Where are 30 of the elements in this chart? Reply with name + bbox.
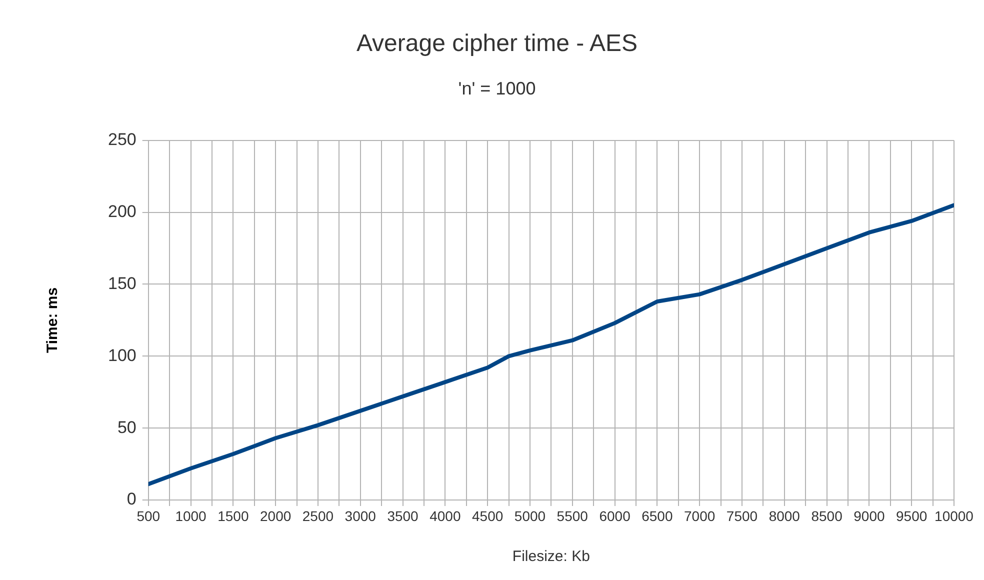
y-tick-label: 50 [117, 418, 136, 437]
y-tick-label: 0 [126, 490, 136, 509]
x-tick-label: 4500 [472, 508, 504, 524]
x-tick-label: 9500 [896, 508, 928, 524]
x-tick-label: 6500 [642, 508, 673, 524]
y-axis-title: Time: ms [44, 287, 62, 353]
x-tick-label: 2000 [260, 508, 292, 524]
x-tick-label: 5500 [556, 508, 588, 524]
y-tick-label: 150 [108, 274, 136, 293]
x-tick-label: 9000 [854, 508, 885, 524]
x-tick-label: 6000 [599, 508, 631, 524]
x-tick-label: 3500 [387, 508, 419, 524]
x-tick-label: 10000 [934, 508, 974, 524]
y-tick-label: 250 [108, 130, 136, 150]
x-tick-label: 500 [136, 508, 160, 524]
y-tick-label: 200 [108, 202, 136, 222]
chart-title: Average cipher time - AES [356, 30, 638, 58]
x-tick-label: 2500 [302, 508, 334, 524]
y-tick-label: 100 [108, 346, 136, 365]
x-axis-title: Filesize: Kb [512, 548, 590, 566]
x-tick-label: 8500 [811, 508, 843, 524]
x-tick-label: 3000 [344, 508, 376, 524]
x-tick-label: 7000 [684, 508, 716, 524]
chart-subtitle: 'n' = 1000 [458, 78, 536, 99]
x-tick-label: 1000 [175, 508, 207, 524]
x-tick-label: 1500 [218, 508, 249, 524]
x-tick-label: 4000 [430, 508, 461, 524]
x-tick-label: 7500 [726, 508, 758, 524]
x-tick-label: 5000 [514, 508, 546, 524]
x-tick-label: 8000 [768, 508, 800, 524]
